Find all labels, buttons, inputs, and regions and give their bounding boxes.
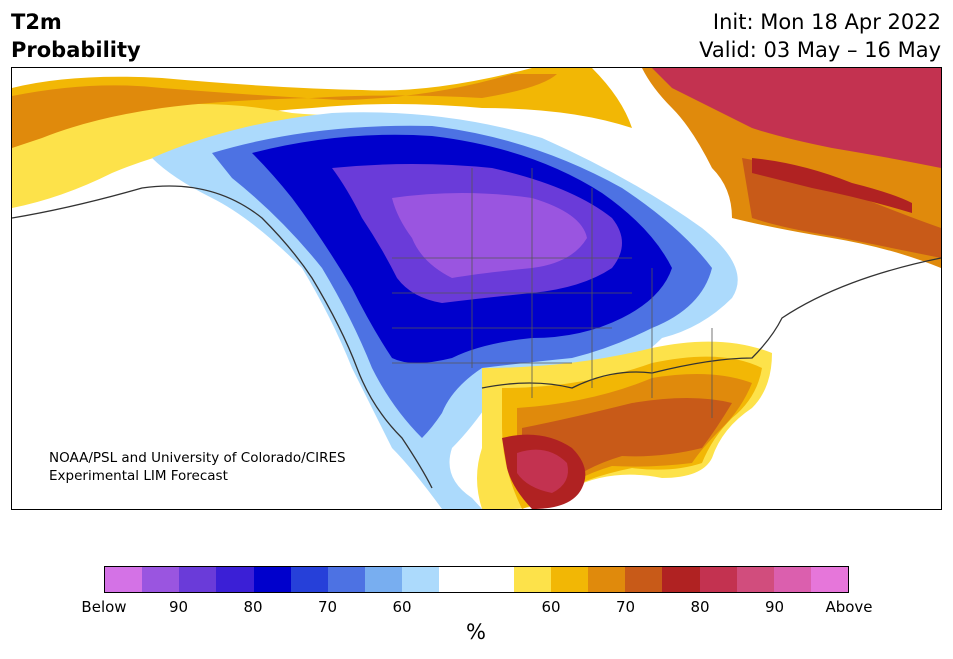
init-date: Init: Mon 18 Apr 2022 [712,10,941,34]
colorbar-swatch [550,567,589,592]
state-borders [392,168,713,418]
colorbar-swatch [327,567,366,592]
colorbar-swatch [253,567,291,592]
colorbar-swatch [179,567,217,592]
credit-line-2: Experimental LIM Forecast [49,468,228,484]
valid-dates: Valid: 03 May – 16 May [699,38,941,62]
warm-region-greenland-inner [652,68,941,168]
warm-region-labrador [742,158,941,258]
coastline [12,185,941,489]
cold-region-peak [392,193,587,278]
colorbar-swatch [810,567,849,592]
colorbar-tick-label: 90 [764,598,785,616]
colorbar-swatch [662,567,700,592]
colorbar-tick-label: Below [81,598,127,616]
colorbar-swatch [588,567,626,592]
colorbar-tick-label: 60 [541,598,561,616]
colorbar-swatch [699,567,737,592]
colorbar-swatch [105,567,143,592]
map-title: T2m Probability [11,8,141,64]
colorbar-swatch [402,567,440,592]
warm-region-labrador-red [752,158,912,213]
colorbar-swatch [625,567,663,592]
map-graphic [12,68,941,509]
warm-region-north-inner [12,74,557,148]
title-line-1: T2m [11,10,62,34]
colorbar-tick-label: 80 [243,598,263,616]
colorbar-tick-label: 70 [615,598,636,616]
colorbar-swatch [513,567,551,592]
colorbar-tick-label: 60 [392,598,412,616]
colorbar-tick-label: 90 [168,598,189,616]
colorbar-swatch [773,567,811,592]
probability-colorbar [104,566,849,593]
colorbar-tick-label: Above [825,598,873,616]
colorbar-tick-label: 70 [317,598,338,616]
colorbar-swatch [142,567,180,592]
credit-text: NOAA/PSL and University of Colorado/CIRE… [49,449,346,485]
warm-region-mexico-core [517,449,568,493]
colorbar-ticks: Below 90 80 70 60 60 70 80 90 Above [81,598,872,618]
colorbar-swatch [476,567,514,592]
colorbar-swatch [736,567,774,592]
colorbar-swatch [439,567,477,592]
title-line-2: Probability [11,38,141,62]
colorbar-swatch [290,567,328,592]
colorbar-swatch [216,567,254,592]
forecast-map [11,67,942,510]
colorbar-tick-label: 80 [690,598,710,616]
colorbar-swatch [365,567,403,592]
colorbar-unit: % [466,620,486,644]
forecast-dates: Init: Mon 18 Apr 2022 Valid: 03 May – 16… [699,8,941,64]
credit-line-1: NOAA/PSL and University of Colorado/CIRE… [49,450,346,466]
